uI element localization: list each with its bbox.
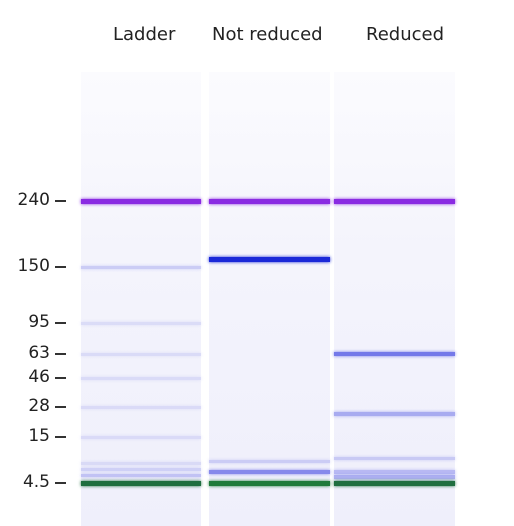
ladder-tick [55,322,66,324]
ladder-tick [55,353,66,355]
gel-lane [209,72,330,526]
ladder-tick [55,266,66,268]
gel-band [81,461,201,465]
gel-band [334,470,455,475]
gel-band [81,352,201,356]
lane-label-reduced: Reduced [366,24,445,45]
gel-band [334,411,455,416]
ladder-size-label: 150 [17,256,50,276]
gel-band [81,468,201,472]
gel-band [209,257,330,263]
gel-band [334,457,455,461]
ladder-tick [55,200,66,202]
gel-lane [81,72,201,526]
gel-band [81,265,201,269]
ladder-size-label: 15 [28,426,50,446]
ladder-size-label: 46 [28,367,50,387]
lane-label-ladder: Ladder [113,24,176,45]
ladder-size-label: 4.5 [22,472,50,492]
gel-band [81,376,201,380]
gel-band [81,198,201,204]
gel-band [334,352,455,356]
gel-band [334,198,455,204]
gel-band [81,480,201,486]
ladder-size-label: 95 [28,312,50,332]
gel-lane [334,72,455,526]
ladder-size-label: 63 [28,343,50,363]
gel-band [334,480,455,486]
gel-band [81,321,201,325]
gel-band [81,474,201,478]
gel-band [209,470,330,475]
gel-band [209,459,330,463]
gel-band [81,435,201,439]
lane-label-not-reduced: Not reduced [212,24,323,45]
gel-band [209,480,330,486]
ladder-tick [55,406,66,408]
ladder-tick [55,377,66,379]
ladder-tick [55,482,66,484]
gel-band [334,475,455,480]
gel-band [81,405,201,409]
ladder-size-label: 28 [28,396,50,416]
gel-band [209,198,330,204]
ladder-tick [55,436,66,438]
ladder-size-label: 240 [17,190,50,210]
